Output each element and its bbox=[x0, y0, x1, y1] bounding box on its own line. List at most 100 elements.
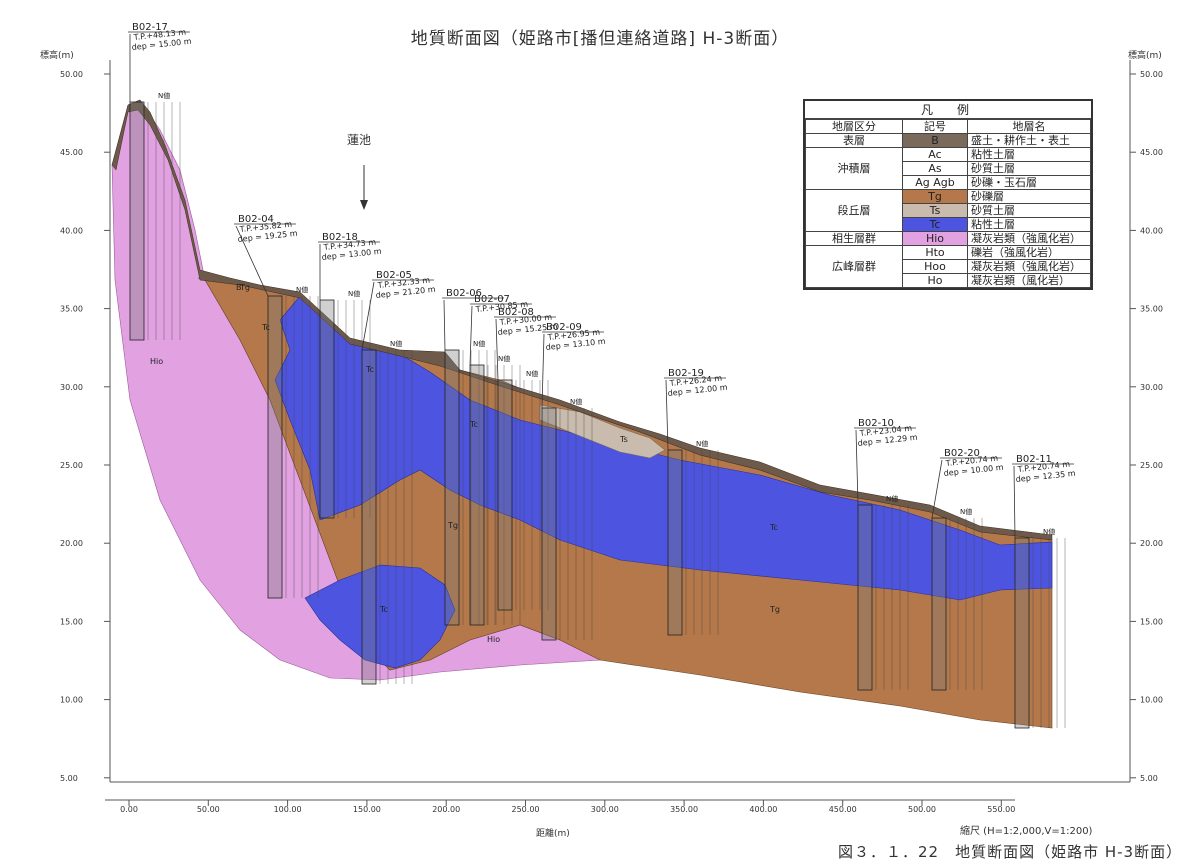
borehole-column bbox=[267, 295, 283, 599]
y-tick-label-right: 50.00 bbox=[1140, 70, 1163, 79]
legend-row: 沖積層 Ac 粘性土層 bbox=[805, 147, 1091, 190]
y-tick-label-right: 40.00 bbox=[1140, 226, 1163, 235]
layer-b-topsoil bbox=[111, 99, 1053, 541]
x-tick-label: 350.00 bbox=[670, 805, 698, 814]
legend-name: 凝灰岩類（強風化岩） bbox=[967, 259, 1091, 274]
legend-header-name: 地層名 bbox=[967, 119, 1091, 134]
layer-label-tg: Tg bbox=[239, 283, 250, 292]
layer-label-ts: Ts bbox=[619, 435, 628, 444]
scale-note: 縮尺 (H=1:2,000,V=1:200) bbox=[960, 826, 1093, 837]
x-tick-label: 100.00 bbox=[274, 805, 302, 814]
legend-symbol: Tg bbox=[902, 189, 968, 204]
legend-symbol: Ts bbox=[902, 203, 968, 218]
legend-row: 相生層群 Hio 凝灰岩類（強風化岩） bbox=[805, 231, 1091, 246]
y-tick-label: 15.00 bbox=[60, 617, 83, 626]
y-tick-label: 5.00 bbox=[60, 774, 78, 783]
legend-row: As 砂質土層 bbox=[806, 161, 1091, 176]
borehole-column bbox=[931, 517, 947, 691]
borehole-id: B02-05 bbox=[376, 270, 412, 281]
legend-symbol: As bbox=[902, 161, 968, 176]
borehole-leader-line bbox=[541, 333, 545, 409]
legend-body: 表層 B 盛土・耕作土・表土 沖積層 Ac 粘性土層 As 砂質土層 Ag Agb 砂礫・玉石層段… bbox=[805, 133, 1091, 288]
borehole-id: B02-10 bbox=[858, 418, 894, 429]
borehole-b02-06: N値 B02-06 bbox=[442, 288, 504, 626]
y-ticks-left: 50.00 45.00 40.00 35.00 30.00 25.00 20.00 15.00… bbox=[60, 70, 110, 783]
n-value-label: N値 bbox=[1043, 527, 1055, 536]
n-value-label: N値 bbox=[570, 397, 582, 406]
layer-label-tg: Tg bbox=[769, 605, 780, 614]
legend-header-group: 地層区分 bbox=[805, 119, 903, 134]
legend-group: 沖積層 bbox=[805, 147, 903, 190]
borehole-id: B02-20 bbox=[944, 448, 980, 459]
figure-caption: 図３．１．22 地質断面図（姫路市 H-3断面） bbox=[838, 843, 1183, 861]
legend-name: 砂質土層 bbox=[967, 161, 1091, 176]
borehole-id: B02-17 bbox=[132, 22, 168, 33]
borehole-column bbox=[667, 449, 683, 636]
x-ticks: 0.00 50.00 100.00 150.00 200.00 250.00 300.00 3… bbox=[120, 800, 1015, 814]
borehole-id: B02-18 bbox=[322, 232, 358, 243]
borehole-leader-line bbox=[443, 299, 446, 351]
borehole-id: B02-19 bbox=[668, 368, 704, 379]
y-tick-label: 10.00 bbox=[60, 696, 83, 705]
legend-header-symbol: 記号 bbox=[902, 119, 968, 134]
borehole-leader-line bbox=[469, 305, 473, 366]
legend-symbol: Ac bbox=[902, 147, 968, 162]
legend-symbol: Hoo bbox=[902, 259, 968, 274]
y-tick-label: 45.00 bbox=[60, 148, 83, 157]
n-value-label: N値 bbox=[696, 439, 708, 448]
x-tick-label: 150.00 bbox=[353, 805, 381, 814]
y-tick-label-right: 10.00 bbox=[1140, 696, 1163, 705]
legend-row: 段丘層 Tg 砂礫層 bbox=[805, 189, 1091, 232]
layer-label-tc: Tc bbox=[379, 605, 388, 614]
y-tick-label: 30.00 bbox=[60, 383, 83, 392]
x-tick-label: 450.00 bbox=[829, 805, 857, 814]
y-tick-label: 20.00 bbox=[60, 539, 83, 548]
x-axis-label: 距離(m) bbox=[536, 829, 570, 839]
n-value-label: N値 bbox=[960, 507, 972, 516]
diagram-title: 地質断面図（姫路市[播但連絡道路] H-3断面） bbox=[410, 29, 790, 49]
borehole-id: B02-04 bbox=[238, 214, 274, 225]
n-value-label: N値 bbox=[348, 289, 360, 298]
borehole-column bbox=[361, 349, 377, 685]
legend-symbol: Tc bbox=[902, 217, 968, 232]
legend-row: Tc 粘性土層 bbox=[806, 217, 1091, 232]
y-tick-label-right: 25.00 bbox=[1140, 461, 1163, 470]
layer-ts bbox=[539, 404, 666, 459]
n-value-label: N値 bbox=[526, 369, 538, 378]
borehole-leader-line bbox=[931, 459, 943, 519]
legend-header-row: 地層区分 記号 地層名 bbox=[805, 119, 1091, 134]
x-tick-label: 400.00 bbox=[749, 805, 777, 814]
legend-name: 凝灰岩類（強風化岩） bbox=[967, 231, 1091, 246]
legend-group: 段丘層 bbox=[805, 189, 903, 232]
layer-label-hio: Hio bbox=[150, 357, 163, 366]
borehole-column bbox=[319, 299, 335, 519]
layer-label-tc: Tc bbox=[769, 523, 778, 532]
legend-group: 表層 bbox=[805, 133, 903, 148]
x-tick-label: 300.00 bbox=[591, 805, 619, 814]
y-tick-label-right: 35.00 bbox=[1140, 305, 1163, 314]
borehole-id: B02-06 bbox=[446, 288, 482, 299]
legend-name: 粘性土層 bbox=[967, 147, 1091, 162]
y-tick-label-right: 20.00 bbox=[1140, 539, 1163, 548]
legend-symbol: Hto bbox=[902, 245, 968, 260]
borehole-column bbox=[497, 379, 513, 611]
legend-name: 砂質土層 bbox=[967, 203, 1091, 218]
n-value-label: N値 bbox=[158, 91, 170, 100]
borehole-leader-line bbox=[495, 318, 499, 381]
legend-group: 相生層群 bbox=[805, 231, 903, 246]
legend-symbol: Hio bbox=[902, 231, 968, 246]
borehole-leader-line bbox=[665, 379, 669, 451]
legend-name: 凝灰岩類（風化岩） bbox=[967, 273, 1091, 288]
borehole-id: B02-11 bbox=[1016, 454, 1052, 465]
layer-label-hio: Hio bbox=[487, 635, 500, 644]
legend-row: 表層 B 盛土・耕作土・表土 bbox=[805, 133, 1091, 148]
borehole-column bbox=[857, 504, 873, 691]
borehole-id: B02-08 bbox=[498, 307, 534, 318]
legend-row: Ho 凝灰岩類（風化岩） bbox=[806, 273, 1091, 288]
landmark-arrow-head bbox=[360, 200, 368, 210]
y-tick-label-right: 45.00 bbox=[1140, 148, 1163, 157]
x-tick-label: 550.00 bbox=[987, 805, 1015, 814]
layer-label-tc: Tc bbox=[365, 365, 374, 374]
